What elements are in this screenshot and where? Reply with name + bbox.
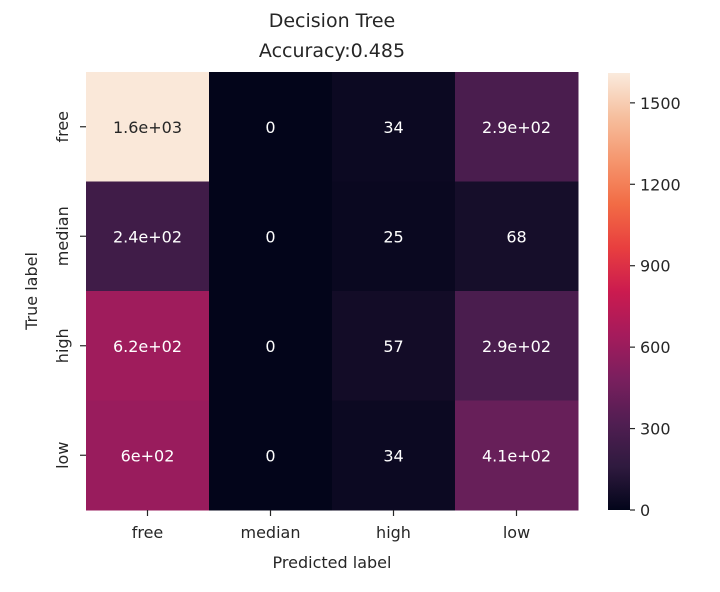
heatmap-cell [86,400,210,511]
heatmap-cell [455,400,579,511]
heatmap-cell [455,181,579,292]
chart-subtitle: Accuracy:0.485 [258,40,406,62]
heatmap-cell [332,400,456,511]
colorbar-tick-label: 300 [640,420,671,439]
cell-annotation: 0 [265,118,275,137]
cell-annotation: 1.6e+03 [113,118,182,137]
cell-annotation: 6e+02 [121,446,175,465]
x-axis: free median high low [132,510,530,542]
cell-annotation: 2.9e+02 [482,118,551,137]
x-tick-label: high [376,523,411,542]
colorbar-tick-label: 1500 [640,94,681,113]
heatmap-cell [455,72,579,182]
x-tick-label: median [241,523,301,542]
heatmap-cell [86,291,210,401]
cell-annotation: 25 [383,227,403,246]
x-tick-label: low [503,523,530,542]
x-tick-label: free [132,523,164,542]
cell-annotation: 2.9e+02 [482,337,551,356]
cell-annotation: 0 [265,337,275,356]
cell-annotation: 68 [506,227,526,246]
heatmap-cell [332,72,456,182]
heatmap-cell [332,181,456,292]
heatmap-cell [209,181,333,292]
colorbar-ticks: 0 300 600 900 1200 1500 [630,94,681,520]
cell-annotation: 6.2e+02 [113,337,182,356]
heatmap-cells: 1.6e+03 0 34 2.9e+02 2.4e+02 0 25 68 6.2e+02 0 57 2… [86,72,579,511]
heatmap-cell [455,291,579,401]
cell-annotation: 2.4e+02 [113,227,182,246]
cell-annotation: 0 [265,446,275,465]
heatmap-cell [86,72,210,182]
cell-annotation: 0 [265,227,275,246]
colorbar-tick-label: 600 [640,338,671,357]
colorbar-gradient [608,73,630,510]
y-axis: free median high low [53,111,86,469]
y-tick-label: free [53,111,72,143]
y-tick-label: high [53,328,72,363]
y-tick-label: low [53,442,72,469]
cell-annotation: 34 [383,446,403,465]
cell-annotation: 34 [383,118,403,137]
heatmap-cell [209,72,333,182]
x-axis-label: Predicted label [273,553,392,572]
cell-annotation: 4.1e+02 [482,446,551,465]
cell-annotation: 57 [383,337,403,356]
colorbar: 0 300 600 900 1200 1500 [608,73,681,520]
colorbar-tick-label: 1200 [640,175,681,194]
heatmap-cell [209,400,333,511]
heatmap-cell [86,181,210,292]
heatmap-cell [209,291,333,401]
y-tick-label: median [53,206,72,266]
colorbar-tick-label: 900 [640,257,671,276]
colorbar-tick-label: 0 [640,501,650,520]
chart-title: Decision Tree [268,10,396,32]
heatmap-cell [332,291,456,401]
y-axis-label: True label [22,252,41,331]
